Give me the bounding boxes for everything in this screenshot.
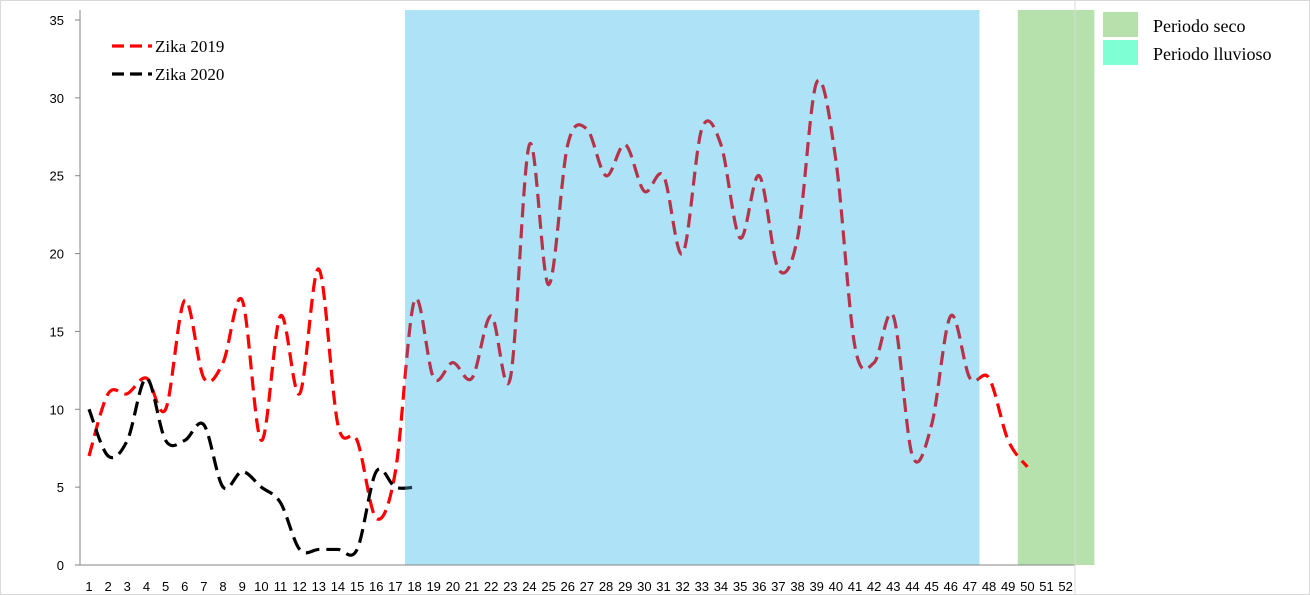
x-tick-label: 37 [771,579,785,594]
x-tick-label: 44 [905,579,919,594]
x-tick-label: 41 [848,579,862,594]
x-tick-label: 50 [1020,579,1034,594]
x-tick-label: 29 [618,579,632,594]
x-tick-label: 43 [886,579,900,594]
y-tick-label: 15 [50,324,64,339]
x-tick-label: 5 [162,579,169,594]
x-tick-label: 33 [695,579,709,594]
x-tick-label: 15 [350,579,364,594]
x-tick-label: 39 [809,579,823,594]
x-tick-label: 48 [982,579,996,594]
x-tick-label: 47 [963,579,977,594]
x-tick-label: 18 [407,579,421,594]
x-tick-label: 12 [292,579,306,594]
x-tick-label: 22 [484,579,498,594]
x-tick-label: 28 [599,579,613,594]
y-tick-label: 10 [50,402,64,417]
x-tick-label: 11 [274,579,288,594]
period-legend-swatch-1 [1103,40,1138,65]
x-tick-label: 52 [1058,579,1072,594]
period-band-0 [1017,10,1095,565]
x-tick-label: 20 [446,579,460,594]
x-tick-label: 23 [503,579,517,594]
x-tick-label: 9 [239,579,246,594]
series-line-1 [87,376,415,557]
x-tick-label: 4 [143,579,150,594]
y-tick-label: 5 [57,480,64,495]
x-tick-label: 10 [254,579,268,594]
x-tick-label: 25 [541,579,555,594]
x-tick-label: 19 [426,579,440,594]
x-tick-label: 38 [790,579,804,594]
y-tick-label: 0 [57,558,64,573]
x-tick-label: 3 [124,579,131,594]
legend-label-1: Zika 2020 [155,65,224,84]
x-tick-label: 24 [522,579,536,594]
x-tick-label: 30 [637,579,651,594]
x-tick-label: 51 [1039,579,1053,594]
x-tick-label: 7 [200,579,207,594]
x-tick-label: 49 [1001,579,1015,594]
period-band-1 [404,10,980,565]
x-tick-label: 32 [675,579,689,594]
x-tick-label: 16 [369,579,383,594]
x-tick-label: 45 [924,579,938,594]
x-tick-label: 6 [181,579,188,594]
x-tick-label: 8 [219,579,226,594]
x-tick-label: 1 [85,579,92,594]
y-tick-label: 25 [50,169,64,184]
x-tick-label: 42 [867,579,881,594]
x-tick-label: 21 [465,579,479,594]
x-tick-label: 46 [944,579,958,594]
x-tick-label: 34 [714,579,728,594]
period-legend-label-1: Periodo lluvioso [1153,44,1272,64]
x-tick-label: 17 [388,579,402,594]
x-tick-label: 14 [331,579,345,594]
period-legend-label-0: Periodo seco [1153,16,1245,36]
x-tick-label: 36 [752,579,766,594]
y-tick-label: 30 [50,91,64,106]
x-tick-label: 35 [733,579,747,594]
x-tick-label: 31 [656,579,670,594]
legend-label-0: Zika 2019 [155,37,224,56]
x-tick-label: 40 [829,579,843,594]
series-line-overlap-0 [404,78,980,464]
x-tick-label: 27 [580,579,594,594]
y-tick-label: 35 [50,13,64,28]
y-tick-label: 20 [50,247,64,262]
x-tick-label: 26 [561,579,575,594]
period-legend-swatch-0 [1103,12,1138,37]
x-tick-label: 13 [312,579,326,594]
x-tick-label: 2 [105,579,112,594]
